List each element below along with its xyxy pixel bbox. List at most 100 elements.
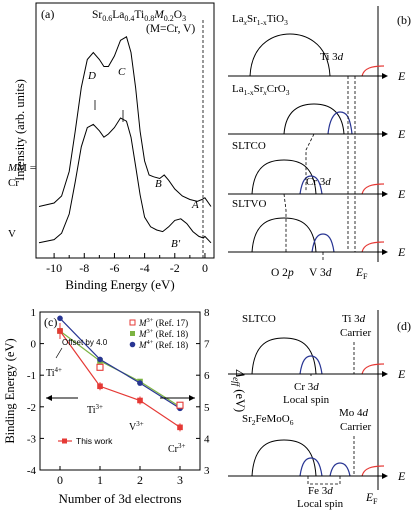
panel-c-x-tick-label: 2 <box>137 473 143 487</box>
panel-a-curves <box>38 36 212 244</box>
panel-c-y-right-tick-label: 5 <box>204 402 210 414</box>
data-point <box>137 380 143 386</box>
panel-b-label: (b) <box>397 13 411 27</box>
panel-c-y-left-tick-label: -2 <box>27 402 36 414</box>
energy-axis-label: E <box>397 469 406 483</box>
feature-label-b: B <box>155 178 162 190</box>
panel-d-sltco: SLTCO <box>242 313 276 325</box>
panel-d-ti3d: Ti 3d <box>342 313 366 325</box>
panel-a-x-ticks: -10 -8 -6 -4 -2 0 <box>46 253 208 275</box>
legend-marker-ref18-m3 <box>130 331 135 336</box>
spectrum-cr <box>38 36 212 207</box>
panel-d-baselines: EE <box>228 367 406 483</box>
panel-a-x-tick-label: -6 <box>109 261 119 275</box>
panel-c-x-tick-label: 1 <box>97 473 103 487</box>
cr3-label: Cr3+ <box>168 442 186 455</box>
panel-c-y-left-tick-label: -3 <box>27 433 37 445</box>
panel-a-x-tick-label: -2 <box>170 261 180 275</box>
panel-c-y-left-tick-label: -4 <box>27 465 37 477</box>
legend-label-ref18-m3: M3+ (Ref. 18) <box>138 328 188 339</box>
feature-label-d: D <box>87 70 96 82</box>
row1-formula: LaxSr1-xTiO3 <box>232 13 288 27</box>
row2-formula: La1-xSrxCrO3 <box>232 83 290 97</box>
panel-c-y-right-tick-label: 6 <box>204 370 210 382</box>
panel-a-frame <box>35 2 215 259</box>
panel-d-fe-bracket <box>307 476 341 485</box>
ti3-label: Ti3+ <box>87 403 103 416</box>
panel-d-o2p-band-2 <box>251 439 317 477</box>
data-point <box>96 363 104 371</box>
panel-c-y-right-tick-label: 7 <box>204 339 210 351</box>
panel-c-y-left-tick-label: 1 <box>31 307 37 319</box>
offset-arrow <box>55 347 63 359</box>
row3-name: SLTCO <box>232 140 266 152</box>
panel-c-ticks: 1 0 -1 -2 -3 -4 8 7 6 5 4 3 0 1 2 3 <box>27 307 210 487</box>
feature-label-a: A <box>191 199 199 211</box>
curve-label-v: V <box>8 228 16 240</box>
panel-c-y-right-tick-label: 3 <box>204 465 210 477</box>
v3d-label: V 3d <box>309 267 332 279</box>
panel-a: (a) Sr0.6La0.4Ti0.8M0.2O3 (M=Cr, V) D C … <box>7 2 215 292</box>
panel-d-cr3d: Cr 3d <box>294 381 319 393</box>
ti4-label: Ti4+ <box>46 366 62 379</box>
energy-arrowhead <box>382 473 388 479</box>
spectrum-v <box>38 117 212 244</box>
row4-v3d-band <box>311 233 335 253</box>
panel-c-x-tick-label: 0 <box>57 473 63 487</box>
row4-ti3d-band <box>361 241 385 253</box>
panel-a-formula-note: (M=Cr, V) <box>146 23 195 35</box>
right-axis-arrowhead <box>189 395 195 401</box>
panel-d-ef-label: EF <box>365 492 378 506</box>
panel-d-carrier1: Carrier <box>340 327 371 339</box>
panel-a-x-tick-label: -4 <box>140 261 150 275</box>
curve-label-m: MM = <box>7 162 36 174</box>
this-work-label: This work <box>76 436 113 446</box>
panel-a-label: (a) <box>41 7 54 21</box>
row1-ti3d-label: Ti 3d <box>320 51 344 63</box>
panel-c-y-left-tick-label: 0 <box>31 339 37 351</box>
energy-axis-label: E <box>397 187 406 201</box>
energy-axis-label: E <box>397 69 406 83</box>
energy-arrowhead <box>382 249 388 255</box>
panel-d-sfmo: Sr2FeMoO6 <box>242 413 294 427</box>
legend-marker-ref17 <box>129 319 136 326</box>
panel-d-ti3d-band <box>361 363 385 375</box>
cr-dashed-connector <box>305 133 315 192</box>
o2p-dashed-connector <box>283 193 287 252</box>
panel-c-y-left-tick-label: -1 <box>27 370 36 382</box>
row2-o2p-band <box>283 103 345 135</box>
panel-d-cr3d-band <box>299 355 323 375</box>
energy-arrowhead <box>382 191 388 197</box>
legend-marker-ref18-m4 <box>129 341 136 348</box>
o2p-label: O 2p <box>271 267 294 279</box>
legend-label-ref18-m4: M4+ (Ref. 18) <box>138 339 188 350</box>
energy-arrowhead <box>382 371 388 377</box>
energy-axis-label: E <box>397 245 406 259</box>
panel-d-mo4d-band <box>361 465 385 477</box>
data-point <box>97 356 103 363</box>
panel-a-x-tick-label: -8 <box>79 261 89 275</box>
panel-a-formula: Sr0.6La0.4Ti0.8M0.2O3 <box>92 9 186 23</box>
row4-o2p-band <box>251 217 317 253</box>
energy-arrowhead <box>382 131 388 137</box>
panel-b-baselines: E E E E <box>228 69 406 259</box>
panel-a-x-tick-label: 0 <box>202 261 208 275</box>
row1-o2p-band <box>249 33 331 77</box>
row3-ti3d-band <box>361 183 385 195</box>
energy-arrowhead <box>382 73 388 79</box>
panel-d-local1: Local spin <box>283 394 330 406</box>
panel-d-label: (d) <box>397 319 411 333</box>
energy-axis-label: E <box>397 127 406 141</box>
panel-d: (d) SLTCO Ti 3d Carrier Cr 3d Local spin… <box>228 310 411 510</box>
feature-label-b-prime: B′ <box>171 238 181 250</box>
series-line <box>59 330 181 428</box>
left-axis-arrowhead <box>46 395 52 401</box>
data-point <box>176 401 184 409</box>
panel-a-y-axis-label: Intensity (arb. units) <box>13 79 27 181</box>
offset-annotation: Offset by 4.0 <box>62 338 108 347</box>
panel-d-fe3d: Fe 3d <box>308 485 333 497</box>
panel-c-y-right-label: Δeff (eV) <box>231 369 247 412</box>
panel-c-legend: M3+ (Ref. 17) M3+ (Ref. 18) M4+ (Ref. 18… <box>129 317 188 350</box>
panel-a-x-tick-label: -10 <box>46 261 62 275</box>
